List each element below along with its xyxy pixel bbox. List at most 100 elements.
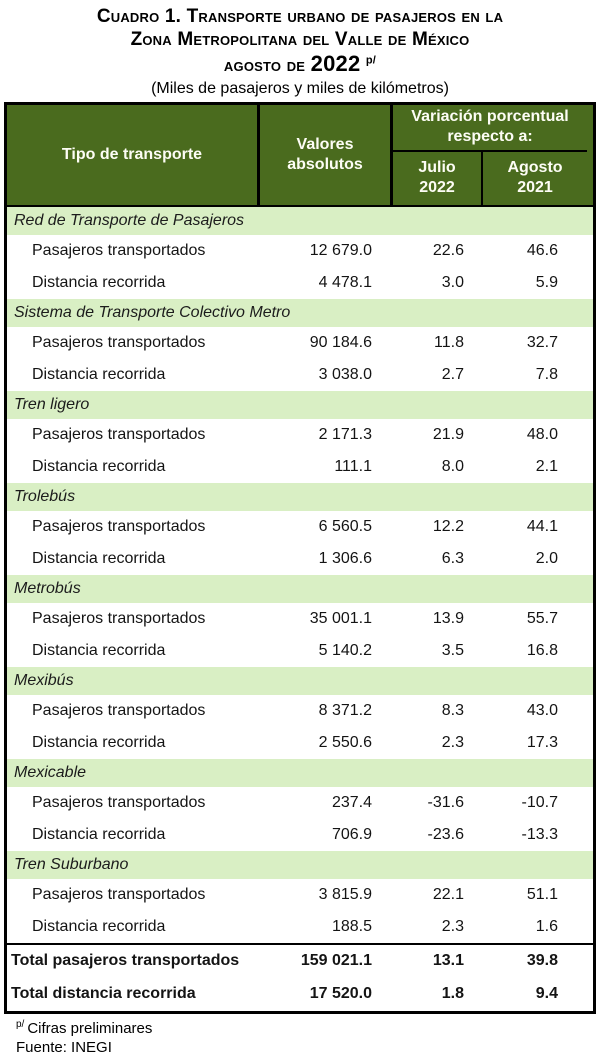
header-valores-absolutos: Valores absolutos (260, 104, 393, 205)
value-var-agosto: 44.1 (526, 517, 558, 535)
table-row: Distancia recorrida 706.9 -23.6 -13.3 (7, 818, 593, 851)
row-label: Pasajeros transportados (32, 425, 206, 443)
value-absolute: 6 560.5 (318, 517, 372, 535)
value-var-agosto: 1.6 (535, 917, 558, 935)
section-metro: Sistema de Transporte Colectivo Metro Pa… (7, 298, 593, 391)
row-label: Distancia recorrida (32, 365, 166, 383)
value-var-julio: 2.3 (441, 733, 464, 751)
footnotes: p/Cifras preliminares Fuente: INEGI (16, 1018, 600, 1058)
section-red-de-transporte-de-pasajeros: Red de Transporte de Pasajeros Pasajeros… (7, 206, 593, 299)
value-var-julio: 21.9 (432, 425, 464, 443)
total-var-julio: 13.1 (432, 952, 464, 970)
value-var-agosto: 17.3 (526, 733, 558, 751)
section-title: Mexicable (7, 758, 593, 787)
row-label: Pasajeros transportados (32, 517, 206, 535)
row-label: Pasajeros transportados (32, 793, 206, 811)
page-title-line-1: Cuadro 1. Transporte urbano de pasajeros… (96, 6, 504, 27)
title-month: agosto de (223, 55, 306, 77)
row-label: Distancia recorrida (32, 641, 166, 659)
section-tren-ligero: Tren ligero Pasajeros transportados 2 17… (7, 390, 593, 483)
value-var-julio: 22.1 (432, 885, 464, 903)
section-title: Mexibús (7, 666, 593, 695)
total-var-julio: 1.8 (441, 985, 464, 1003)
section-title: Sistema de Transporte Colectivo Metro (7, 298, 593, 327)
total-row-pasajeros: Total pasajeros transportados 159 021.1 … (7, 945, 593, 978)
value-var-agosto: 32.7 (526, 333, 558, 351)
section-tren-suburbano: Tren Suburbano Pasajeros transportados 3… (7, 850, 593, 943)
value-absolute: 8 371.2 (318, 701, 372, 719)
value-var-julio: 11.8 (434, 333, 464, 351)
row-label: Distancia recorrida (32, 273, 166, 291)
value-var-agosto: 51.1 (526, 885, 558, 903)
value-absolute: 2 171.3 (318, 425, 372, 443)
total-label: Total distancia recorrida (11, 985, 196, 1003)
section-metrobus: Metrobús Pasajeros transportados 35 001.… (7, 574, 593, 667)
value-absolute: 3 038.0 (318, 365, 372, 383)
section-title: Red de Transporte de Pasajeros (7, 206, 593, 235)
table-row: Pasajeros transportados 8 371.2 8.3 43.0 (7, 694, 593, 727)
row-label: Distancia recorrida (32, 917, 166, 935)
title-year: 2022 (310, 51, 361, 77)
value-var-julio: 8.3 (441, 701, 464, 719)
row-label: Distancia recorrida (32, 733, 166, 751)
value-var-julio: -23.6 (427, 825, 464, 843)
total-row-distancia: Total distancia recorrida 17 520.0 1.8 9… (7, 978, 593, 1011)
table-row: Distancia recorrida 111.1 8.0 2.1 (7, 450, 593, 483)
title-block: Cuadro 1. Transporte urbano de pasajeros… (0, 0, 600, 99)
totals-section: Total pasajeros transportados 159 021.1 … (7, 942, 593, 1011)
value-var-agosto: 46.6 (526, 241, 558, 259)
footnote-source: Fuente: INEGI (16, 1039, 112, 1057)
footnote-preliminary: p/Cifras preliminares (16, 1018, 600, 1039)
value-var-julio: 3.5 (441, 641, 464, 659)
section-mexicable: Mexicable Pasajeros transportados 237.4 … (7, 758, 593, 851)
table-row: Distancia recorrida 188.5 2.3 1.6 (7, 910, 593, 943)
total-var-agosto: 39.8 (526, 952, 558, 970)
value-absolute: 1 306.6 (318, 549, 372, 567)
value-var-julio: 6.3 (441, 549, 464, 567)
value-var-julio: 22.6 (432, 241, 464, 259)
value-absolute: 35 001.1 (309, 609, 372, 627)
table-row: Pasajeros transportados 237.4 -31.6 -10.… (7, 786, 593, 819)
value-absolute: 237.4 (331, 793, 372, 811)
footnote-text: Cifras preliminares (27, 1019, 153, 1037)
value-absolute: 12 679.0 (309, 241, 372, 259)
section-title: Metrobús (7, 574, 593, 603)
header-julio-2022: Julio 2022 (393, 151, 483, 205)
row-label: Pasajeros transportados (32, 609, 206, 627)
value-var-agosto: 7.8 (535, 365, 558, 383)
row-label: Distancia recorrida (32, 825, 166, 843)
value-var-agosto: 16.8 (526, 641, 558, 659)
section-title: Trolebús (7, 482, 593, 511)
header-agosto-2021: Agosto 2021 (507, 159, 563, 197)
table-row: Distancia recorrida 2 550.6 2.3 17.3 (7, 726, 593, 759)
page-title-line-3: agosto de 2022 p/ (0, 51, 600, 78)
table-row: Distancia recorrida 5 140.2 3.5 16.8 (7, 634, 593, 667)
total-var-agosto: 9.4 (535, 985, 558, 1003)
row-label: Pasajeros transportados (32, 241, 206, 259)
row-label: Distancia recorrida (32, 549, 166, 567)
total-absolute: 17 520.0 (309, 985, 372, 1003)
row-label: Distancia recorrida (32, 457, 166, 475)
value-var-agosto: 2.0 (535, 549, 558, 567)
value-var-julio: 8.0 (441, 457, 464, 475)
value-var-julio: 2.3 (441, 917, 464, 935)
table-row: Pasajeros transportados 35 001.1 13.9 55… (7, 602, 593, 635)
value-absolute: 90 184.6 (309, 333, 372, 351)
value-absolute: 188.5 (331, 917, 372, 935)
transport-table: Tipo de transporte Valores absolutos Var… (4, 101, 596, 1014)
value-var-agosto: -10.7 (521, 793, 558, 811)
value-var-julio: -31.6 (427, 793, 464, 811)
footnote-mark: p/ (16, 1018, 25, 1030)
value-var-julio: 2.7 (441, 365, 464, 383)
value-var-agosto: 2.1 (535, 457, 558, 475)
value-var-agosto: 5.9 (535, 273, 558, 291)
value-absolute: 111.1 (334, 457, 372, 475)
row-label: Pasajeros transportados (32, 885, 206, 903)
table-row: Distancia recorrida 3 038.0 2.7 7.8 (7, 358, 593, 391)
value-var-julio: 12.2 (432, 517, 464, 535)
table-row: Pasajeros transportados 90 184.6 11.8 32… (7, 326, 593, 359)
value-absolute: 2 550.6 (318, 733, 372, 751)
header-tipo-de-transporte: Tipo de transporte (7, 104, 260, 205)
table-row: Pasajeros transportados 6 560.5 12.2 44.… (7, 510, 593, 543)
page-title-line-2: Zona Metropolitana del Valle de México (130, 29, 470, 51)
